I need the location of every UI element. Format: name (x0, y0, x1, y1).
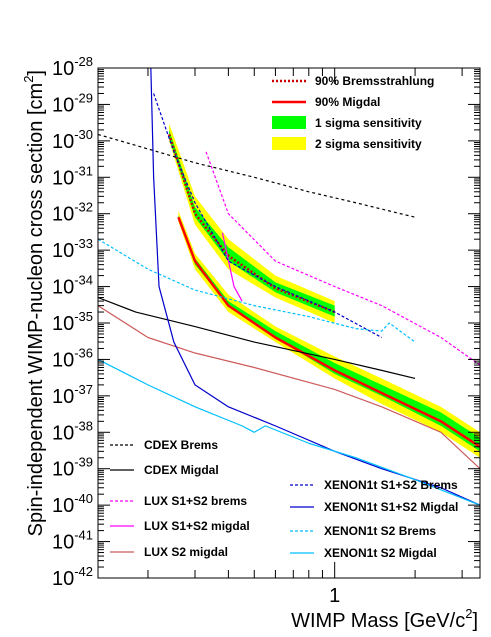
y-ticks: 10-28 10-29 10-30 10-31 10-32 10-33 10-34 10-35… (52, 54, 480, 590)
legend-entry-xenon1t-s1-s2-brems: XENON1t S1+S2 Brems (290, 478, 458, 492)
legend-entry-xenon1t-s2-migdal: XENON1t S2 Migdal (290, 546, 437, 560)
legend-label: XENON1t S2 Migdal (324, 546, 437, 560)
series-xenon1t-s2-brems (98, 238, 416, 343)
y-tick-label: 10-40 (52, 491, 93, 517)
legend-label: 90% Bremsstrahlung (315, 74, 434, 88)
legend-label: CDEX Brems (144, 438, 218, 452)
legend-entry-cdex-migdal: CDEX Migdal (110, 463, 219, 477)
y-tick-label: 10-38 (52, 418, 93, 444)
legend-entry-cdex-brems: CDEX Brems (110, 438, 218, 452)
legend-label: XENON1t S1+S2 Migdal (324, 500, 458, 514)
x-ticks: 1 (147, 68, 463, 607)
legend-label: LUX S1+S2 brems (144, 494, 247, 508)
series-cdex-migdal (98, 296, 416, 380)
y-tick-label: 10-31 (52, 163, 93, 189)
band-bremsstrahlung-1-sigma (169, 129, 335, 317)
y-tick-label: 10-41 (52, 528, 93, 554)
y-tick-label: 10-34 (52, 273, 93, 299)
series-lux-s2-migdal (98, 305, 480, 470)
legend-entry-xenon1t-s1-s2-migdal: XENON1t S1+S2 Migdal (290, 500, 458, 514)
y-tick-label: 10-28 (52, 54, 93, 80)
y-axis-title: Spin-independent WIMP-nucleon cross sect… (21, 70, 47, 536)
series-cdex-brems (98, 133, 416, 218)
y-tick-label: 10-37 (52, 382, 93, 408)
series-lux-s1-s2-migdal (221, 232, 243, 302)
x-axis-title: WIMP Mass [GeV/c2] (291, 606, 478, 632)
y-tick-label: 10-33 (52, 236, 93, 262)
legend-label: 2 sigma sensitivity (315, 137, 422, 151)
legend-label: XENON1t S2 Brems (324, 524, 436, 538)
legend-entry-2-sigma-sensitivity: 2 sigma sensitivity (272, 137, 422, 151)
legend-entry-lux-s2-migdal: LUX S2 migdal (110, 545, 228, 559)
legend-entry-90-migdal: 90% Migdal (272, 95, 380, 109)
legend-label: LUX S1+S2 migdal (144, 519, 250, 533)
series-xenon1t-s1-s2-brems (153, 93, 382, 339)
legend-label: 90% Migdal (315, 95, 380, 109)
legend-entry-lux-s1-s2-brems: LUX S1+S2 brems (110, 494, 247, 508)
legend-label: LUX S2 migdal (144, 545, 228, 559)
y-tick-label: 10-35 (52, 309, 93, 335)
legend-swatch (272, 137, 306, 150)
legend-label: XENON1t S1+S2 Brems (324, 478, 458, 492)
y-tick-label: 10-32 (52, 200, 93, 226)
legend-entry-lux-s1-s2-migdal: LUX S1+S2 migdal (110, 519, 250, 533)
y-tick-label: 10-30 (52, 127, 93, 153)
legend-entry-90-bremsstrahlung: 90% Bremsstrahlung (272, 74, 434, 88)
legend-bottom: CDEX Brems CDEX Migdal LUX S1+S2 brems LUX … (110, 438, 458, 560)
y-tick-label: 10-42 (52, 564, 93, 590)
y-tick-label: 10-36 (52, 345, 93, 371)
legend-entry-1-sigma-sensitivity: 1 sigma sensitivity (272, 116, 422, 130)
series-lux-s1-s2-brems (205, 151, 480, 366)
series-xenon1t-s2-migdal (98, 358, 480, 506)
legend-label: CDEX Migdal (144, 463, 219, 477)
plot-area (98, 68, 480, 506)
series-90-migdal (177, 216, 480, 448)
series-90-bremsstrahlung (167, 134, 336, 314)
y-tick-label: 10-29 (52, 90, 93, 116)
x-tick-label: 1 (329, 585, 340, 607)
legend-entry-xenon1t-s2-brems: XENON1t S2 Brems (290, 524, 436, 538)
y-tick-label: 10-39 (52, 455, 93, 481)
legend-label: 1 sigma sensitivity (315, 116, 422, 130)
legend-top: 90% Bremsstrahlung 90% Migdal 1 sigma sens… (272, 74, 434, 151)
legend-swatch (272, 116, 306, 129)
